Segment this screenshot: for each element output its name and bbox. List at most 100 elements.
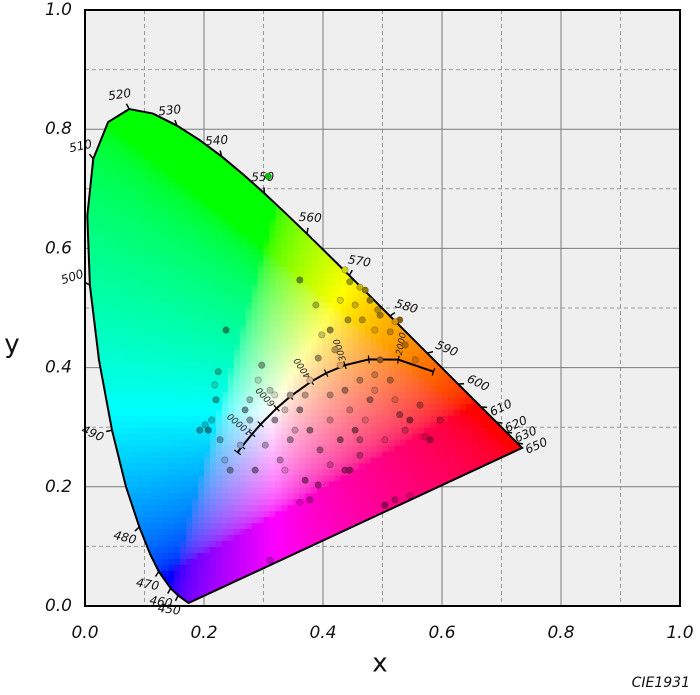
gamut-cell [335, 487, 342, 494]
gamut-cell [460, 463, 467, 470]
gamut-cell [97, 201, 104, 208]
gamut-cell [228, 290, 235, 297]
gamut-cell [174, 546, 181, 553]
gamut-cell [275, 385, 282, 392]
gamut-cell [454, 451, 461, 458]
wavelength-label: 530 [158, 102, 183, 119]
gamut-cell [246, 380, 253, 387]
gamut-cell [204, 368, 211, 375]
gamut-cell [162, 487, 169, 494]
gamut-cell [299, 242, 306, 249]
gamut-cell [353, 481, 360, 488]
gamut-cell [311, 421, 318, 428]
gamut-cell [252, 266, 259, 273]
gamut-cell [186, 523, 193, 530]
point [407, 417, 413, 423]
gamut-cell [448, 439, 455, 446]
gamut-cell [406, 403, 413, 410]
gamut-cell [174, 332, 181, 339]
gamut-cell [150, 350, 157, 357]
gamut-cell [127, 284, 134, 291]
gamut-cell [287, 332, 294, 339]
gamut-cell [139, 147, 146, 154]
x-tick-label: 1.0 [666, 623, 693, 643]
gamut-cell [192, 177, 199, 184]
gamut-cell [353, 320, 360, 327]
gamut-cell [281, 344, 288, 351]
gamut-cell [115, 159, 122, 166]
gamut-cell [204, 374, 211, 381]
gamut-cell [216, 487, 223, 494]
gamut-cell [299, 254, 306, 261]
gamut-cell [168, 296, 175, 303]
gamut-cell [133, 195, 140, 202]
gamut-cell [127, 201, 134, 208]
gamut-cell [192, 481, 199, 488]
gamut-cell [216, 576, 223, 583]
gamut-cell [305, 356, 312, 363]
gamut-cell [168, 248, 175, 255]
gamut-cell [424, 374, 431, 381]
gamut-cell [228, 385, 235, 392]
gamut-cell [412, 439, 419, 446]
gamut-cell [168, 499, 175, 506]
gamut-cell [222, 177, 229, 184]
gamut-cell [252, 564, 259, 571]
gamut-cell [210, 570, 217, 577]
gamut-cell [222, 308, 229, 315]
gamut-cell [97, 278, 104, 285]
gamut-cell [335, 308, 342, 315]
gamut-cell [317, 278, 324, 285]
gamut-cell [91, 225, 98, 232]
gamut-cell [335, 523, 342, 530]
gamut-cell [228, 231, 235, 238]
gamut-cell [133, 463, 140, 470]
gamut-cell [121, 213, 128, 220]
gamut-cell [192, 487, 199, 494]
gamut-cell [145, 302, 152, 309]
gamut-cell [115, 290, 122, 297]
gamut-cell [317, 385, 324, 392]
gamut-cell [353, 326, 360, 333]
gamut-cell [174, 469, 181, 476]
gamut-cell [329, 290, 336, 297]
gamut-cell [186, 409, 193, 416]
gamut-cell [264, 260, 271, 267]
gamut-cell [103, 266, 110, 273]
gamut-cell [150, 302, 157, 309]
gamut-cell [139, 165, 146, 172]
gamut-cell [359, 487, 366, 494]
gamut-cell [115, 391, 122, 398]
x-tick-label: 0.4 [309, 623, 336, 643]
gamut-cell [139, 308, 146, 315]
gamut-cell [264, 505, 271, 512]
gamut-cell [388, 368, 395, 375]
gamut-cell [258, 505, 265, 512]
gamut-cell [115, 129, 122, 136]
gamut-cell [210, 552, 217, 559]
gamut-cell [234, 254, 241, 261]
gamut-cell [305, 260, 312, 267]
gamut-cell [287, 487, 294, 494]
gamut-cell [156, 165, 163, 172]
gamut-cell [139, 326, 146, 333]
gamut-cell [281, 219, 288, 226]
gamut-cell [388, 415, 395, 422]
gamut-cell [180, 397, 187, 404]
gamut-cell [317, 433, 324, 440]
gamut-cell [406, 409, 413, 416]
gamut-cell [246, 195, 253, 202]
gamut-cell [150, 403, 157, 410]
gamut-cell [305, 463, 312, 470]
gamut-cell [228, 254, 235, 261]
gamut-cell [145, 248, 152, 255]
gamut-cell [115, 308, 122, 315]
gamut-cell [162, 391, 169, 398]
point [297, 407, 303, 413]
gamut-cell [204, 183, 211, 190]
gamut-cell [460, 445, 467, 452]
gamut-cell [240, 308, 247, 315]
gamut-cell [133, 266, 140, 273]
gamut-cell [293, 445, 300, 452]
gamut-cell [472, 451, 479, 458]
